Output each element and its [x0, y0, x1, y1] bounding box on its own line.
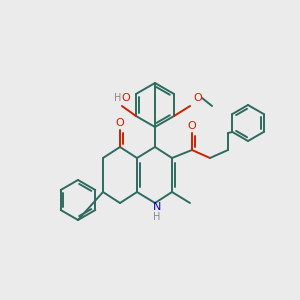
Text: N: N — [153, 202, 161, 212]
Text: O: O — [116, 118, 124, 128]
Text: H: H — [153, 212, 161, 222]
Text: O: O — [122, 93, 130, 103]
Text: O: O — [194, 93, 203, 103]
Text: H: H — [114, 93, 122, 103]
Text: O: O — [188, 121, 196, 131]
